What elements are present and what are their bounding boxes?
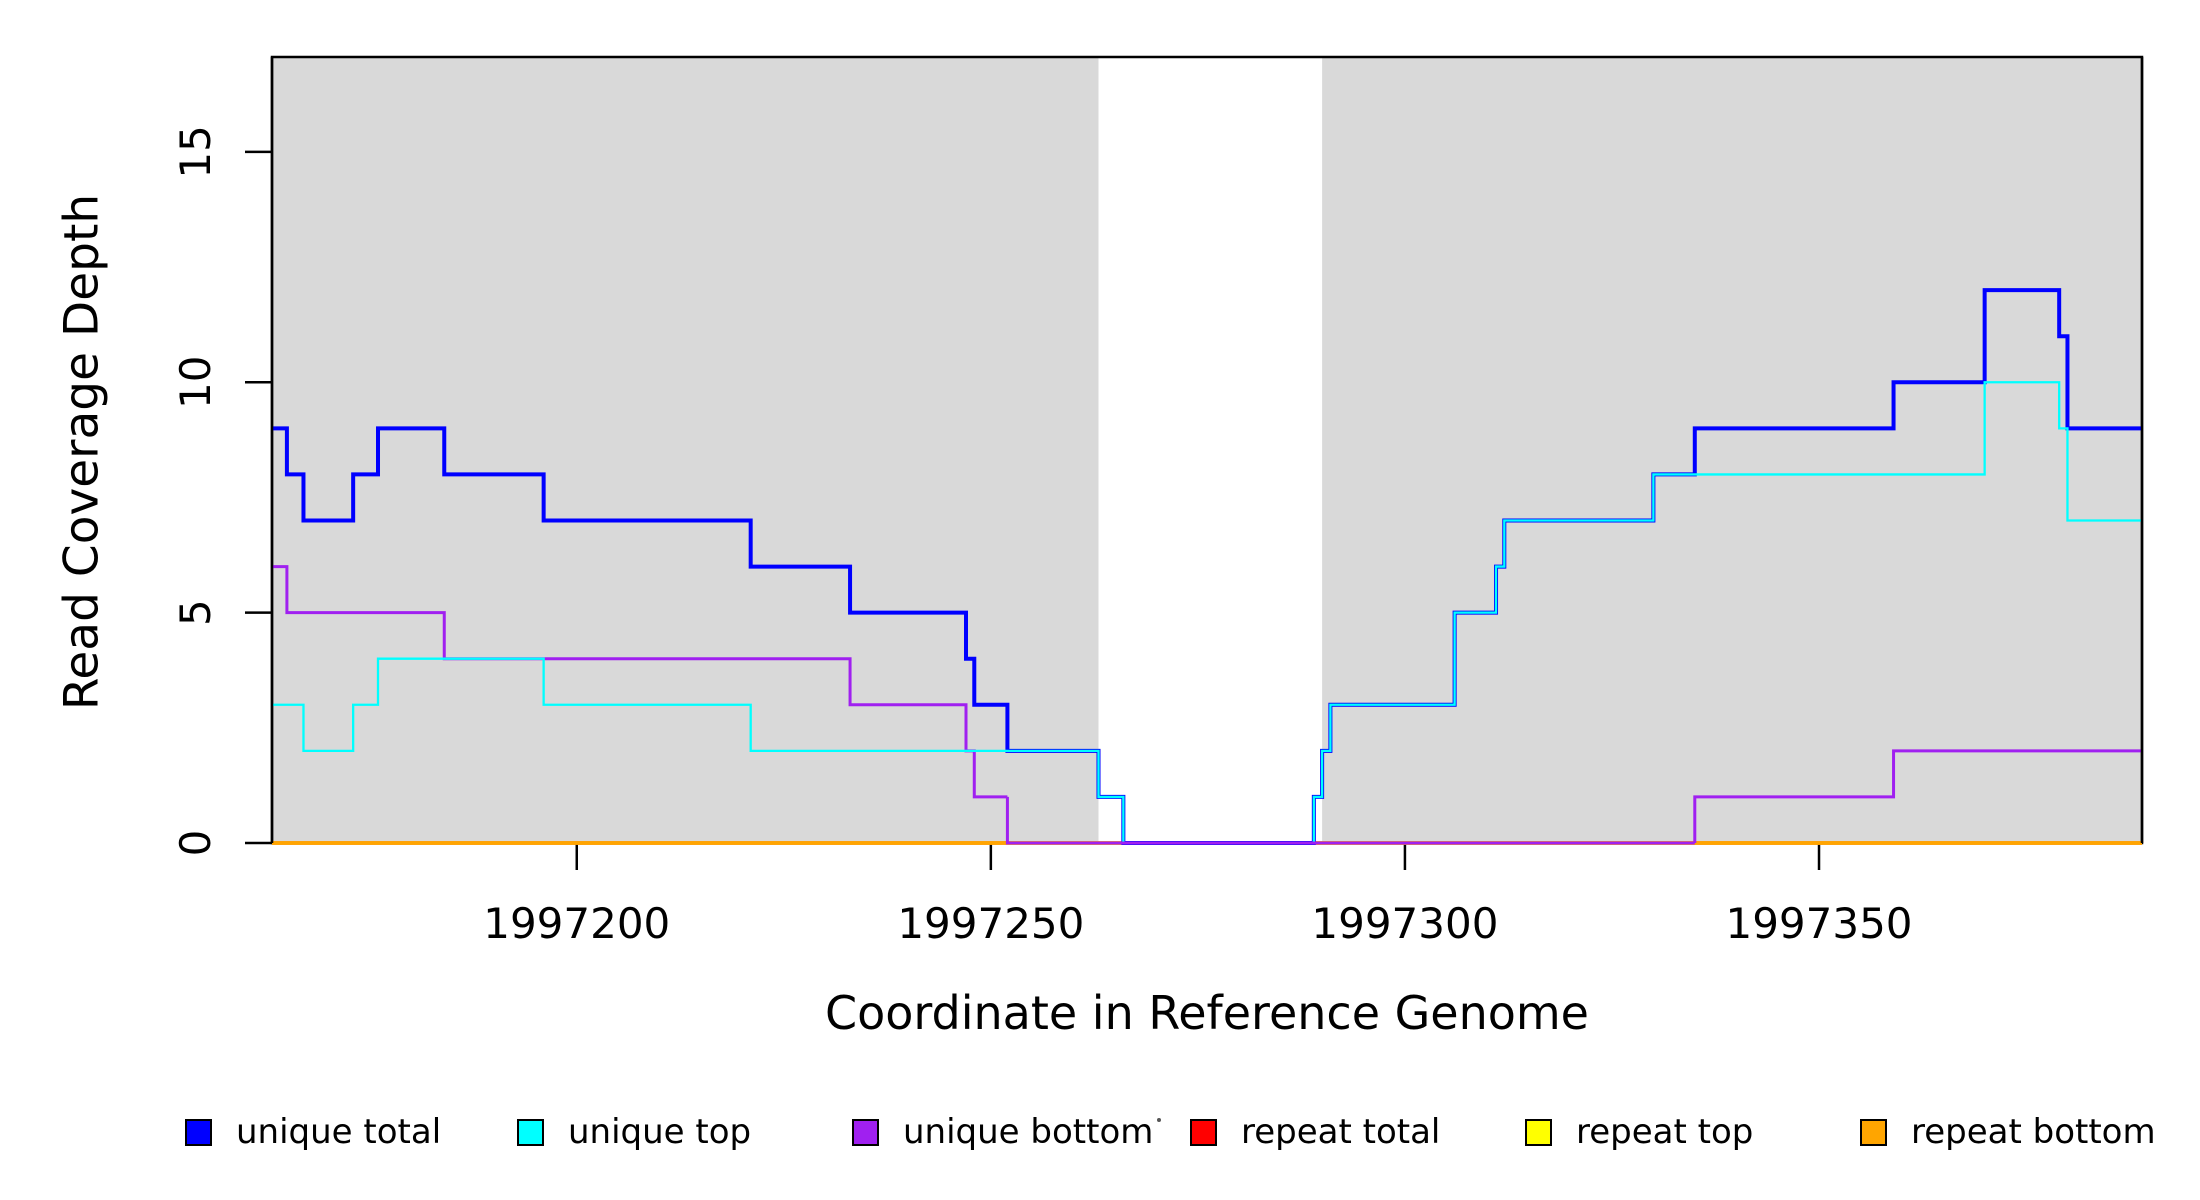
legend-item-unique-bottom: unique bottom xyxy=(852,1106,1153,1158)
legend-item-unique-total: unique total xyxy=(185,1106,441,1158)
legend-item-repeat-bottom: repeat bottom xyxy=(1860,1106,2156,1158)
x-tick-label: 1997300 xyxy=(1311,899,1498,948)
legend-item-repeat-total: repeat total xyxy=(1190,1106,1440,1158)
repeat-bottom-swatch-icon xyxy=(1860,1118,1887,1146)
y-axis-title: Read Coverage Depth xyxy=(54,193,110,711)
unique-region-shading xyxy=(1322,57,2142,843)
legend-item-repeat-top: repeat top xyxy=(1525,1106,1753,1158)
x-tick-label: 1997200 xyxy=(483,899,670,948)
series-unique-bottom-zero-line xyxy=(1005,796,1695,845)
unique-total-swatch-icon xyxy=(185,1118,212,1146)
legend-label: unique total xyxy=(236,1112,442,1152)
legend-label: unique bottom xyxy=(903,1112,1154,1152)
legend-item-unique-top: unique top xyxy=(517,1106,751,1158)
series-unique-bottom-pos-line xyxy=(272,565,1008,799)
legend-label: repeat total xyxy=(1241,1112,1441,1152)
legend-label: repeat top xyxy=(1576,1112,1754,1152)
x-tick-label: 1997350 xyxy=(1725,899,1912,948)
repeat-total-swatch-icon xyxy=(1190,1118,1217,1146)
repeat-top-swatch-icon xyxy=(1525,1118,1552,1146)
series-unique-top-line xyxy=(272,381,2142,845)
stray-dot-artifact xyxy=(1157,1118,1161,1122)
unique-region-shading xyxy=(272,57,1099,843)
y-tick-label: 5 xyxy=(171,599,220,626)
y-tick-label: 10 xyxy=(171,356,220,409)
legend-label: repeat bottom xyxy=(1911,1112,2156,1152)
x-tick-label: 1997250 xyxy=(897,899,1084,948)
y-tick-label: 0 xyxy=(171,830,220,857)
x-axis-title: Coordinate in Reference Genome xyxy=(825,986,1589,1040)
unique-top-swatch-icon xyxy=(517,1118,544,1146)
series-unique-bottom-pos-line xyxy=(1693,749,2142,843)
legend-label: unique top xyxy=(568,1112,752,1152)
y-tick-label: 15 xyxy=(171,125,220,178)
unique-bottom-swatch-icon xyxy=(852,1118,879,1146)
